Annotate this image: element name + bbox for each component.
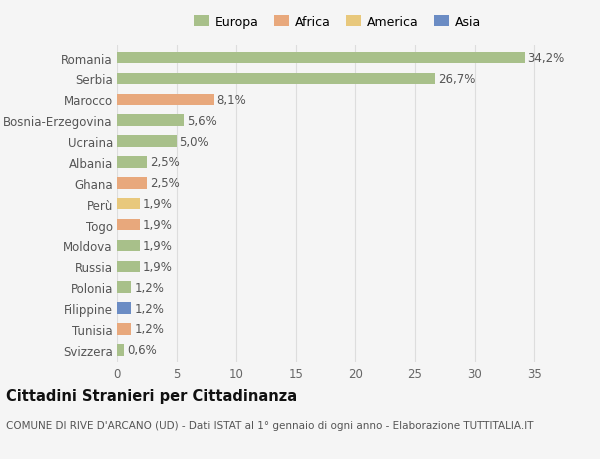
Bar: [117, 53, 524, 64]
Text: 2,5%: 2,5%: [150, 177, 179, 190]
Bar: [117, 282, 131, 293]
Bar: [117, 240, 140, 252]
Text: 5,0%: 5,0%: [179, 135, 209, 148]
Bar: [117, 261, 140, 273]
Legend: Europa, Africa, America, Asia: Europa, Africa, America, Asia: [188, 11, 487, 34]
Bar: [117, 324, 131, 335]
Text: 5,6%: 5,6%: [187, 114, 217, 128]
Text: 0,6%: 0,6%: [127, 344, 157, 357]
Bar: [117, 95, 214, 106]
Text: 34,2%: 34,2%: [527, 52, 565, 65]
Text: 8,1%: 8,1%: [217, 94, 246, 106]
Text: 1,2%: 1,2%: [134, 302, 164, 315]
Text: 1,9%: 1,9%: [143, 240, 173, 252]
Text: COMUNE DI RIVE D'ARCANO (UD) - Dati ISTAT al 1° gennaio di ogni anno - Elaborazi: COMUNE DI RIVE D'ARCANO (UD) - Dati ISTA…: [6, 420, 533, 430]
Bar: [117, 199, 140, 210]
Bar: [117, 157, 147, 168]
Text: 1,2%: 1,2%: [134, 323, 164, 336]
Bar: [117, 302, 131, 314]
Text: 2,5%: 2,5%: [150, 156, 179, 169]
Bar: [117, 73, 435, 85]
Text: 1,9%: 1,9%: [143, 260, 173, 273]
Bar: [117, 178, 147, 189]
Bar: [117, 344, 124, 356]
Text: 1,9%: 1,9%: [143, 218, 173, 232]
Text: Cittadini Stranieri per Cittadinanza: Cittadini Stranieri per Cittadinanza: [6, 388, 297, 403]
Bar: [117, 219, 140, 231]
Text: 1,2%: 1,2%: [134, 281, 164, 294]
Bar: [117, 136, 176, 147]
Text: 1,9%: 1,9%: [143, 198, 173, 211]
Text: 26,7%: 26,7%: [438, 73, 476, 86]
Bar: [117, 115, 184, 127]
